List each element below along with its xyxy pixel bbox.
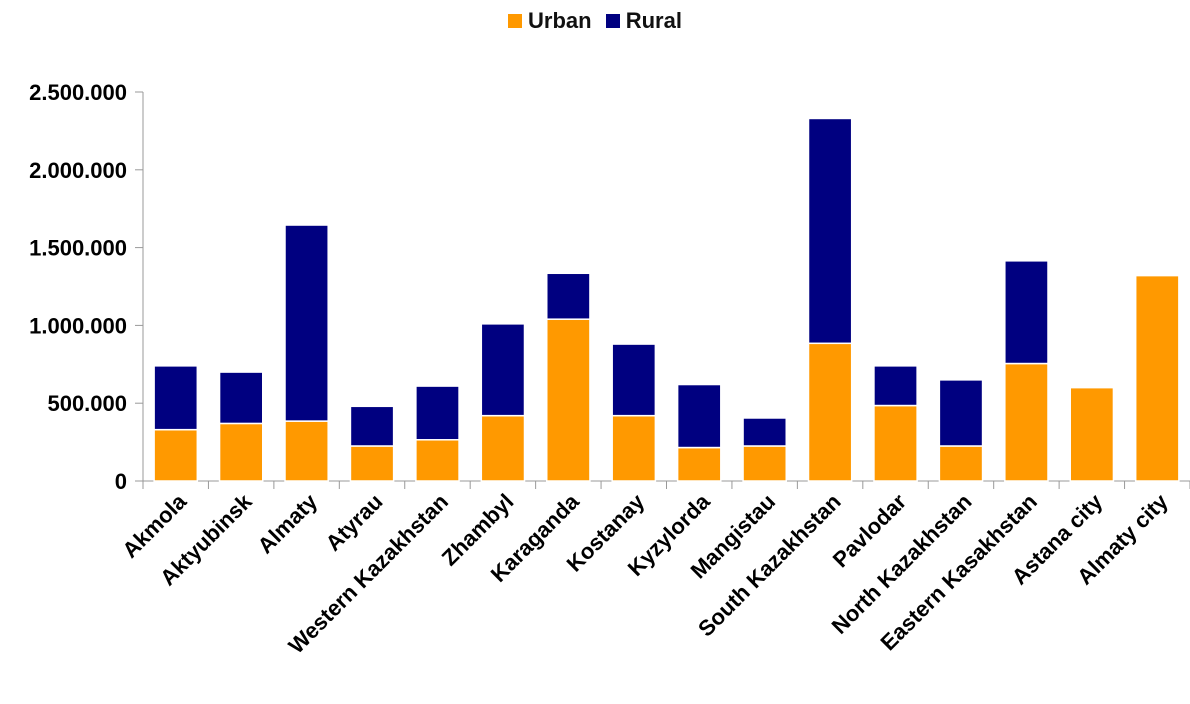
bar-urban-western-kazakhstan <box>415 439 460 482</box>
legend-item-rural: Rural <box>605 8 682 34</box>
bar-rural-kyzylorda <box>676 383 722 449</box>
bar-urban-mangistau <box>742 445 788 482</box>
bar-urban-akmola <box>153 428 199 482</box>
y-tick-label: 2.000.000 <box>29 158 127 183</box>
bar-rural-karaganda <box>545 272 591 320</box>
bar-rural-zhambyl <box>480 323 526 417</box>
bar-urban-karaganda <box>545 318 591 482</box>
legend: Urban Rural <box>0 8 1190 34</box>
bar-urban-atyrau <box>349 445 395 482</box>
bar-urban-almaty-city <box>1134 274 1180 482</box>
bar-rural-kostanay <box>611 343 657 417</box>
y-tick-label: 2.500.000 <box>29 80 127 105</box>
bar-rural-akmola <box>153 365 199 431</box>
bar-rural-western-kazakhstan <box>415 385 460 441</box>
bar-rural-almaty <box>284 224 329 422</box>
bar-rural-atyrau <box>349 405 395 447</box>
bar-rural-south-kazakhstan <box>807 117 853 345</box>
bar-rural-aktyubinsk <box>218 371 264 425</box>
bar-rural-north-kazakhstan <box>938 379 984 447</box>
legend-item-urban: Urban <box>508 8 592 34</box>
legend-label-urban: Urban <box>528 8 592 33</box>
bar-urban-astana-city <box>1069 386 1115 482</box>
bar-rural-pavlodar <box>873 365 918 407</box>
bar-urban-north-kazakhstan <box>938 445 984 482</box>
y-tick-label: 1.000.000 <box>29 313 127 338</box>
bar-urban-pavlodar <box>873 404 918 482</box>
category-label: Almaty <box>253 488 323 558</box>
bar-urban-aktyubinsk <box>218 422 264 482</box>
y-tick-label: 1.500.000 <box>29 236 127 261</box>
bar-urban-south-kazakhstan <box>807 342 853 482</box>
bar-urban-kyzylorda <box>676 446 722 482</box>
y-tick-label: 500.000 <box>47 391 127 416</box>
y-tick-label: 0 <box>115 469 127 494</box>
legend-swatch-rural <box>605 14 620 28</box>
legend-swatch-urban <box>508 14 523 28</box>
bar-urban-almaty <box>284 420 329 482</box>
bar-rural-mangistau <box>742 417 788 447</box>
bar-urban-eastern-kasakhstan <box>1004 362 1049 482</box>
bar-urban-zhambyl <box>480 414 526 482</box>
bar-urban-kostanay <box>611 414 657 482</box>
bar-rural-eastern-kasakhstan <box>1004 260 1049 365</box>
legend-label-rural: Rural <box>625 8 682 33</box>
